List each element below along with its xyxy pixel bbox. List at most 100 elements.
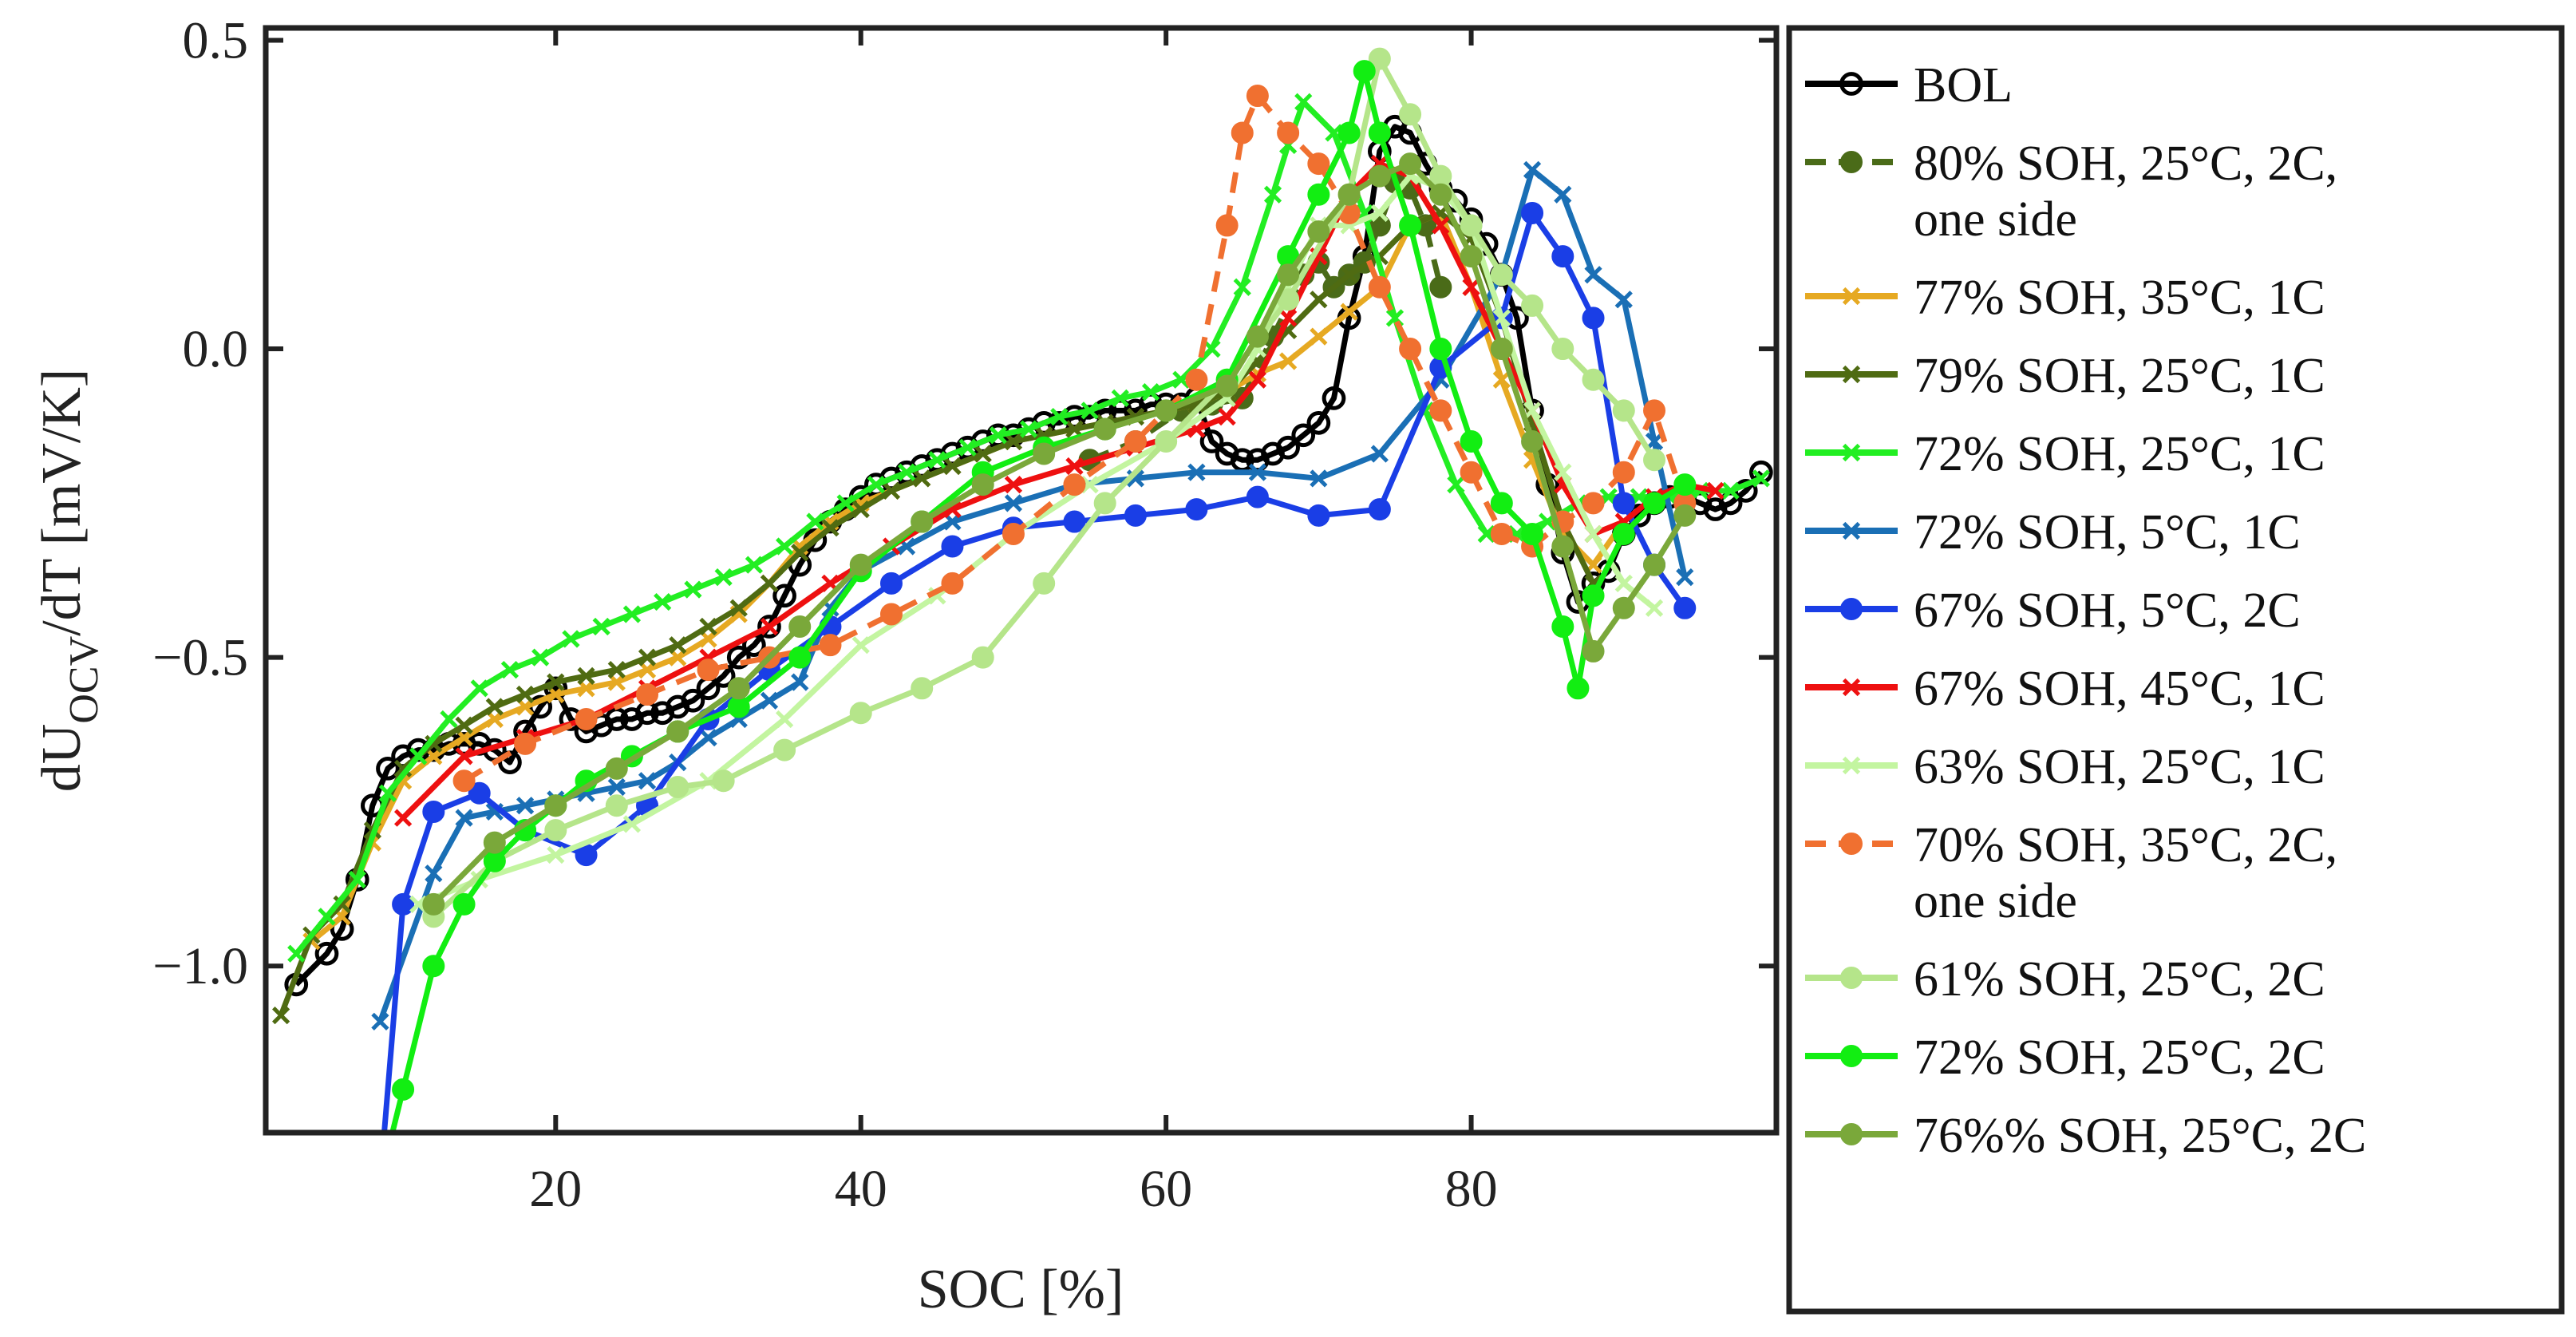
data-point <box>425 864 443 883</box>
data-point <box>791 673 809 691</box>
legend-label: BOL <box>1914 58 2013 113</box>
legend-item-11: 61% SOH, 25°C, 2C <box>1805 952 2325 1007</box>
data-point <box>455 747 473 765</box>
data-point <box>1614 291 1633 309</box>
data-point <box>1294 93 1313 111</box>
data-point <box>1246 485 1269 508</box>
data-point <box>1842 287 1861 306</box>
data-point <box>1033 572 1056 595</box>
data-point <box>773 738 796 761</box>
data-point <box>1248 370 1266 389</box>
data-point <box>605 757 628 780</box>
data-point <box>851 500 870 519</box>
data-point <box>577 667 595 685</box>
data-point <box>622 605 642 623</box>
data-point <box>1004 432 1023 451</box>
data-point <box>1307 152 1330 176</box>
data-point <box>1019 420 1038 438</box>
data-point <box>592 617 610 636</box>
data-point <box>500 660 520 679</box>
data-point <box>1673 504 1697 527</box>
data-point <box>712 769 735 793</box>
data-point <box>849 553 872 576</box>
data-point <box>1231 121 1254 144</box>
x-tick-label: 40 <box>835 1160 887 1218</box>
data-point <box>562 630 580 648</box>
data-point <box>1370 204 1389 223</box>
data-point <box>1676 568 1694 587</box>
data-point <box>1551 245 1574 268</box>
data-point <box>272 1006 290 1025</box>
data-point <box>485 698 504 716</box>
data-point <box>1460 461 1483 484</box>
data-point <box>1187 463 1206 481</box>
data-point <box>392 1078 415 1101</box>
data-point <box>1233 278 1251 296</box>
legend-label: one side <box>1914 192 2077 247</box>
data-point <box>913 469 931 488</box>
legend-item-8: 67% SOH, 45°C, 1C <box>1805 662 2325 716</box>
data-point <box>1215 214 1239 237</box>
data-point <box>1490 492 1513 515</box>
data-point <box>943 457 962 476</box>
data-point <box>544 819 567 842</box>
data-point <box>1185 368 1208 391</box>
y-tick-label: −0.5 <box>152 629 248 687</box>
data-point <box>516 685 535 704</box>
data-point <box>470 679 488 698</box>
data-point <box>425 734 443 754</box>
data-point <box>1063 473 1086 496</box>
legend-item-3: 77% SOH, 35°C, 1C <box>1805 271 2325 325</box>
data-point <box>1612 523 1635 546</box>
data-point <box>1749 460 1773 485</box>
data-point <box>666 776 689 799</box>
data-point <box>392 892 415 916</box>
data-point <box>1340 266 1358 284</box>
legend-label: 67% SOH, 45°C, 1C <box>1914 662 2325 716</box>
data-point <box>1368 47 1391 70</box>
data-point <box>776 537 794 556</box>
legend-item-5: 72% SOH, 25°C, 1C <box>1805 427 2325 481</box>
data-point <box>1111 389 1129 408</box>
data-point <box>699 617 717 636</box>
legend-item-6: 72% SOH, 5°C, 1C <box>1805 505 2301 560</box>
data-point <box>1460 430 1483 453</box>
series-layer <box>272 47 1773 1133</box>
data-point <box>1554 185 1572 204</box>
data-point <box>1002 523 1025 546</box>
data-point <box>1551 338 1574 361</box>
data-point <box>681 688 705 713</box>
data-point <box>314 941 339 966</box>
data-point <box>1185 498 1208 521</box>
x-tick-label: 60 <box>1140 1160 1192 1218</box>
data-point <box>1093 492 1116 515</box>
data-point <box>745 556 763 574</box>
data-point <box>1842 365 1861 384</box>
data-point <box>1155 430 1178 453</box>
data-point <box>1447 476 1465 494</box>
data-point <box>879 572 903 595</box>
data-point <box>911 677 934 700</box>
data-point <box>1368 164 1391 188</box>
data-point <box>1643 449 1666 472</box>
legend-label: 72% SOH, 5°C, 1C <box>1914 505 2301 560</box>
data-point <box>1215 374 1239 398</box>
data-point <box>697 659 720 682</box>
data-point <box>788 615 812 638</box>
data-point <box>1643 399 1666 422</box>
data-point <box>1521 430 1544 453</box>
x-axis-title: SOC [%] <box>918 1259 1124 1320</box>
data-point <box>1584 524 1602 544</box>
data-point <box>1842 756 1861 775</box>
data-point <box>1291 423 1316 448</box>
data-point <box>879 603 903 626</box>
data-point <box>971 646 994 669</box>
data-point <box>1368 121 1391 144</box>
data-point <box>514 732 537 755</box>
data-point <box>1582 639 1605 663</box>
data-point <box>1752 469 1770 488</box>
legend-item-10: 70% SOH, 35°C, 2C,one side <box>1805 818 2337 928</box>
data-point <box>1429 183 1452 206</box>
data-point <box>1673 473 1697 496</box>
